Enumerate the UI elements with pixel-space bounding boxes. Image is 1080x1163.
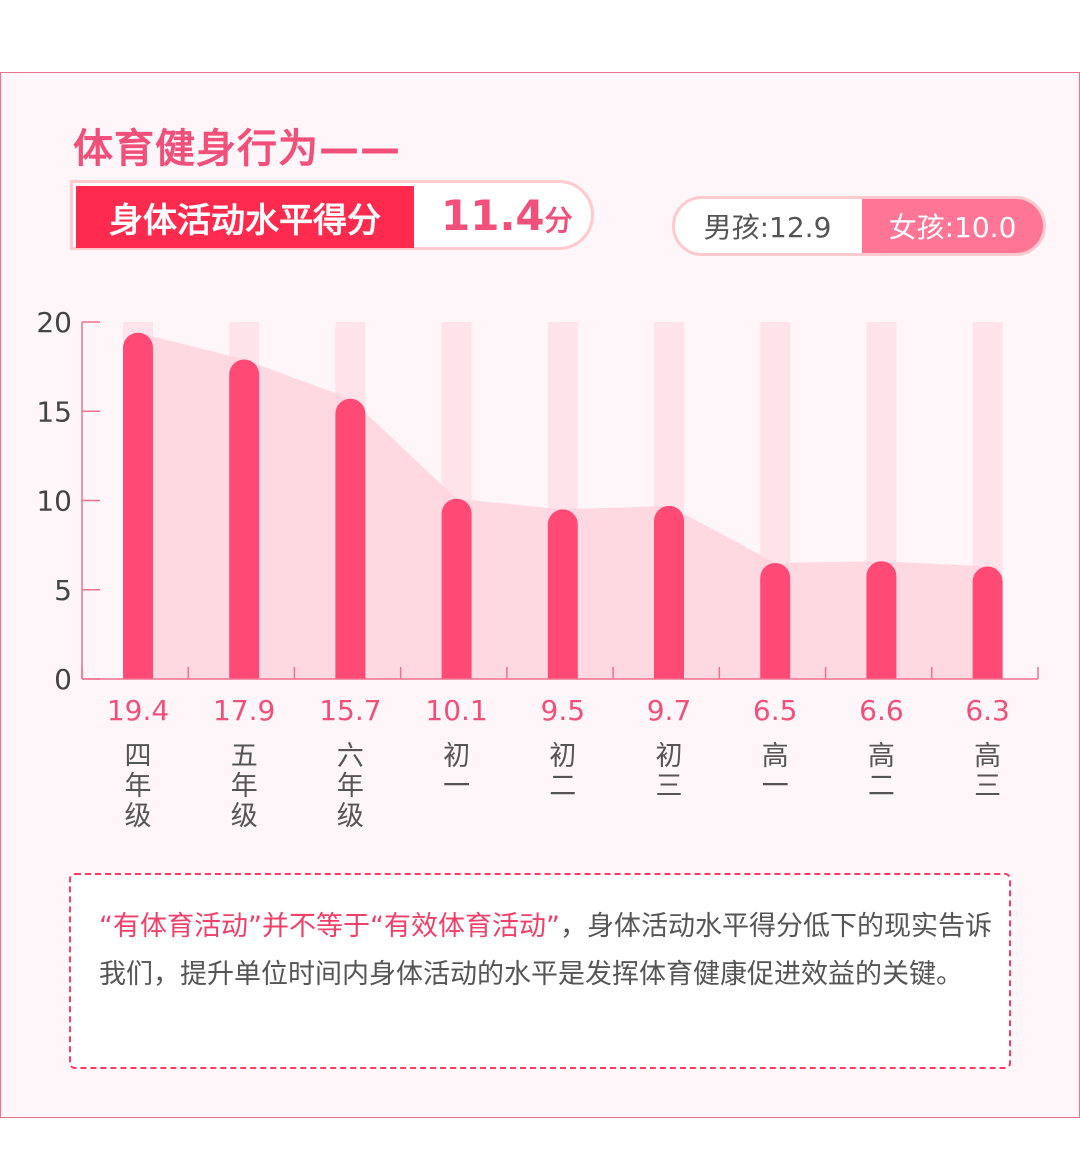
bar [654, 505, 684, 679]
category-label: 年 [125, 771, 152, 802]
boy-score: 男孩:12.9 [703, 211, 832, 244]
category-label: 高 [762, 741, 789, 772]
bar [123, 332, 153, 679]
y-tick-label: 20 [36, 306, 72, 339]
note-highlight: “有体育活动”并不等于“有效体育活动” [99, 911, 560, 942]
category-label: 高 [974, 741, 1001, 772]
category-label: 初 [656, 741, 683, 772]
data-label: 9.7 [647, 694, 692, 727]
category-label: 二 [868, 771, 895, 802]
data-label: 6.3 [965, 694, 1010, 727]
bar [441, 498, 472, 679]
y-tick-label: 5 [54, 574, 72, 607]
y-tick-label: 0 [54, 663, 72, 696]
category-label: 一 [762, 771, 789, 802]
score-value-wrap: 11.4分 [441, 191, 573, 240]
category-label: 初 [549, 741, 576, 772]
score-value: 11.4 [441, 191, 545, 240]
bar [866, 561, 897, 679]
category-label: 三 [974, 771, 1001, 802]
data-label: 15.7 [319, 694, 381, 727]
y-tick-label: 15 [36, 395, 72, 428]
category-label: 四 [125, 741, 152, 772]
category-label: 级 [231, 801, 258, 832]
y-tick-label: 10 [36, 485, 72, 518]
girl-score: 女孩:10.0 [862, 199, 1043, 253]
category-label: 五 [231, 741, 258, 772]
category-label: 级 [337, 801, 364, 832]
data-label: 6.6 [859, 694, 904, 727]
data-label: 17.9 [213, 694, 275, 727]
category-label: 三 [656, 771, 683, 802]
score-label: 身体活动水平得分 [76, 186, 414, 248]
bar [760, 562, 791, 679]
data-label: 9.5 [541, 694, 586, 727]
gender-scores: 男孩:12.9 女孩:10.0 [672, 196, 1046, 256]
bar [335, 398, 366, 679]
data-label: 6.5 [753, 694, 798, 727]
data-label: 19.4 [107, 694, 169, 727]
score-unit: 分 [544, 204, 573, 237]
category-label: 初 [443, 741, 470, 772]
note-text: ，身体活动水平得分低下的现实告诉我们，提升单位时间内身体活动的水平是发挥体育健康… [99, 911, 992, 990]
category-label: 一 [443, 771, 470, 802]
category-label: 高 [868, 741, 895, 772]
section-title: 体育健身行为—— [73, 126, 401, 172]
category-label: 六 [337, 741, 364, 772]
note-box: “有体育活动”并不等于“有效体育活动”，身体活动水平得分低下的现实告诉我们，提升… [69, 873, 1011, 1069]
bar [547, 509, 578, 679]
bar [972, 566, 1003, 679]
data-label: 10.1 [425, 694, 487, 727]
score-box: 身体活动水平得分 11.4分 [70, 180, 594, 250]
category-label: 二 [549, 771, 576, 802]
bar-chart: 19.4四年级17.9五年级15.7六年级10.1初一9.5初二9.7初三6.5… [36, 306, 1039, 832]
category-label: 年 [231, 771, 258, 802]
bar [229, 359, 260, 679]
category-label: 年 [337, 771, 364, 802]
category-label: 级 [125, 801, 152, 832]
